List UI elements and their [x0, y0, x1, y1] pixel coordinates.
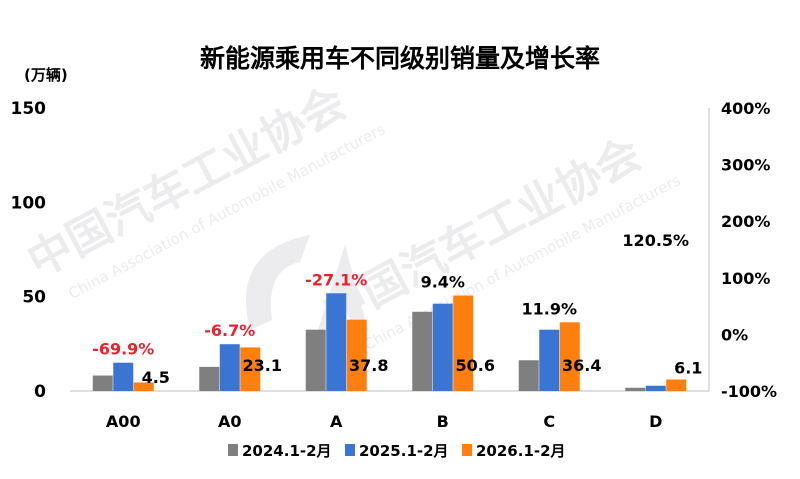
bar [559, 322, 580, 391]
growth-rate-label: -27.1% [305, 270, 367, 289]
growth-labels: -69.9% -6.7% -27.1% 9.4% 11.9% 120.5% [92, 231, 689, 359]
bars [92, 293, 687, 391]
y2-axis-ticks: -100% 0% 100% 200% 300% 400% [721, 99, 777, 401]
watermark-cn-2: 中国汽车工业协会 [315, 128, 650, 338]
x-tick-label: A00 [106, 412, 141, 431]
bar [625, 387, 646, 391]
growth-rate-label: -69.9% [92, 340, 154, 359]
watermark: 中国汽车工业协会 China Association of Automobile… [19, 77, 683, 354]
bar [92, 375, 113, 391]
legend-swatch [228, 444, 238, 456]
y2-tick-label: 0% [721, 325, 748, 344]
bar [539, 329, 560, 391]
bar [305, 329, 326, 391]
bar [666, 379, 687, 391]
y-axis-label: (万辆) [24, 66, 68, 84]
y2-tick-label: 300% [721, 156, 770, 175]
bar [199, 366, 220, 391]
bar [518, 360, 539, 391]
bar [240, 347, 261, 391]
growth-rate-label: 11.9% [521, 299, 577, 318]
y2-tick-label: 400% [721, 99, 770, 118]
bar [113, 362, 134, 391]
legend-label: 2026.1-2月 [476, 442, 566, 460]
y-tick-label: 150 [11, 99, 47, 119]
legend-label: 2025.1-2月 [359, 442, 449, 460]
chart-title: 新能源乘用车不同级别销量及增长率 [200, 44, 600, 73]
y2-tick-label: -100% [721, 382, 777, 401]
bar [326, 293, 347, 391]
bar [432, 303, 453, 391]
data-label: 4.5 [142, 368, 170, 387]
growth-rate-label: 120.5% [622, 231, 689, 250]
x-axis-ticks: A00 A0 A B C D [106, 412, 662, 431]
y2-tick-label: 200% [721, 212, 770, 231]
bar [645, 385, 666, 391]
legend-swatch [345, 444, 355, 456]
data-label: 6.1 [674, 358, 702, 377]
legend-swatch [462, 444, 472, 456]
legend-label: 2024.1-2月 [242, 442, 332, 460]
bar [219, 344, 240, 391]
y-tick-label: 100 [11, 193, 47, 213]
x-tick-label: B [437, 412, 449, 431]
data-label: 36.4 [562, 356, 601, 375]
data-label: 37.8 [349, 356, 388, 375]
y-axis-ticks: 0 50 100 150 [11, 99, 47, 402]
x-tick-label: A [330, 412, 343, 431]
y-tick-label: 50 [22, 288, 46, 308]
y2-tick-label: 100% [721, 269, 770, 288]
growth-rate-label: -6.7% [204, 321, 255, 340]
bar [133, 382, 154, 391]
legend: 2024.1-2月 2025.1-2月 2026.1-2月 [228, 442, 566, 460]
data-label: 23.1 [243, 356, 282, 375]
data-label: 50.6 [456, 356, 495, 375]
bar [346, 319, 367, 391]
y-tick-label: 0 [34, 382, 46, 402]
x-tick-label: C [543, 412, 555, 431]
bar [412, 311, 433, 391]
value-labels: 4.5 23.1 37.8 50.6 36.4 6.1 [142, 356, 703, 387]
watermark-cn-1: 中国汽车工业协会 [19, 77, 354, 287]
bar [453, 295, 474, 391]
x-tick-label: A0 [218, 412, 242, 431]
growth-rate-label: 9.4% [421, 273, 465, 292]
x-tick-label: D [649, 412, 662, 431]
